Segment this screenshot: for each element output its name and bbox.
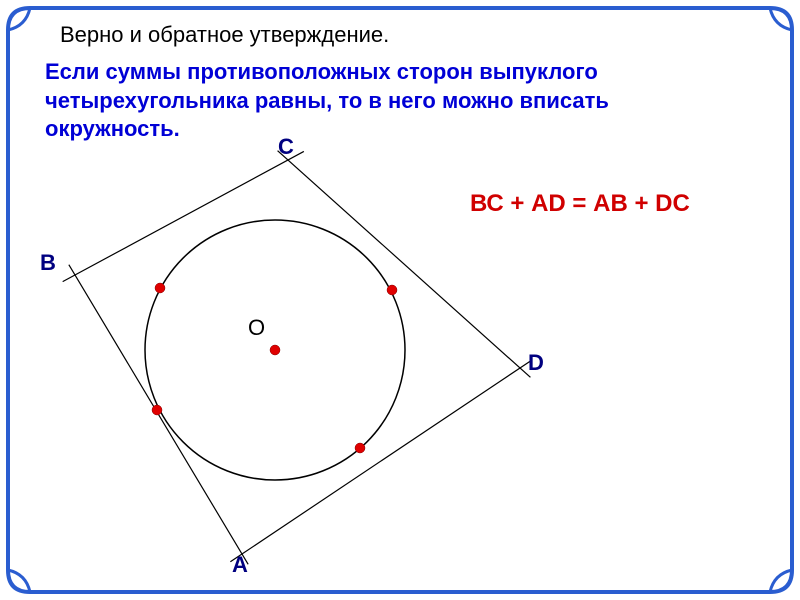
vertex-label-d: D [528, 350, 544, 376]
theorem-text: Если суммы противоположных сторон выпукл… [45, 58, 745, 144]
geometry-svg [30, 140, 550, 580]
center-label-o: O [248, 315, 265, 341]
vertex-label-b: B [40, 250, 56, 276]
geometry-diagram: A B C D O [30, 140, 550, 580]
vertex-label-a: A [232, 552, 248, 578]
vertex-label-c: C [278, 134, 294, 160]
title-text: Верно и обратное утверждение. [60, 22, 389, 48]
